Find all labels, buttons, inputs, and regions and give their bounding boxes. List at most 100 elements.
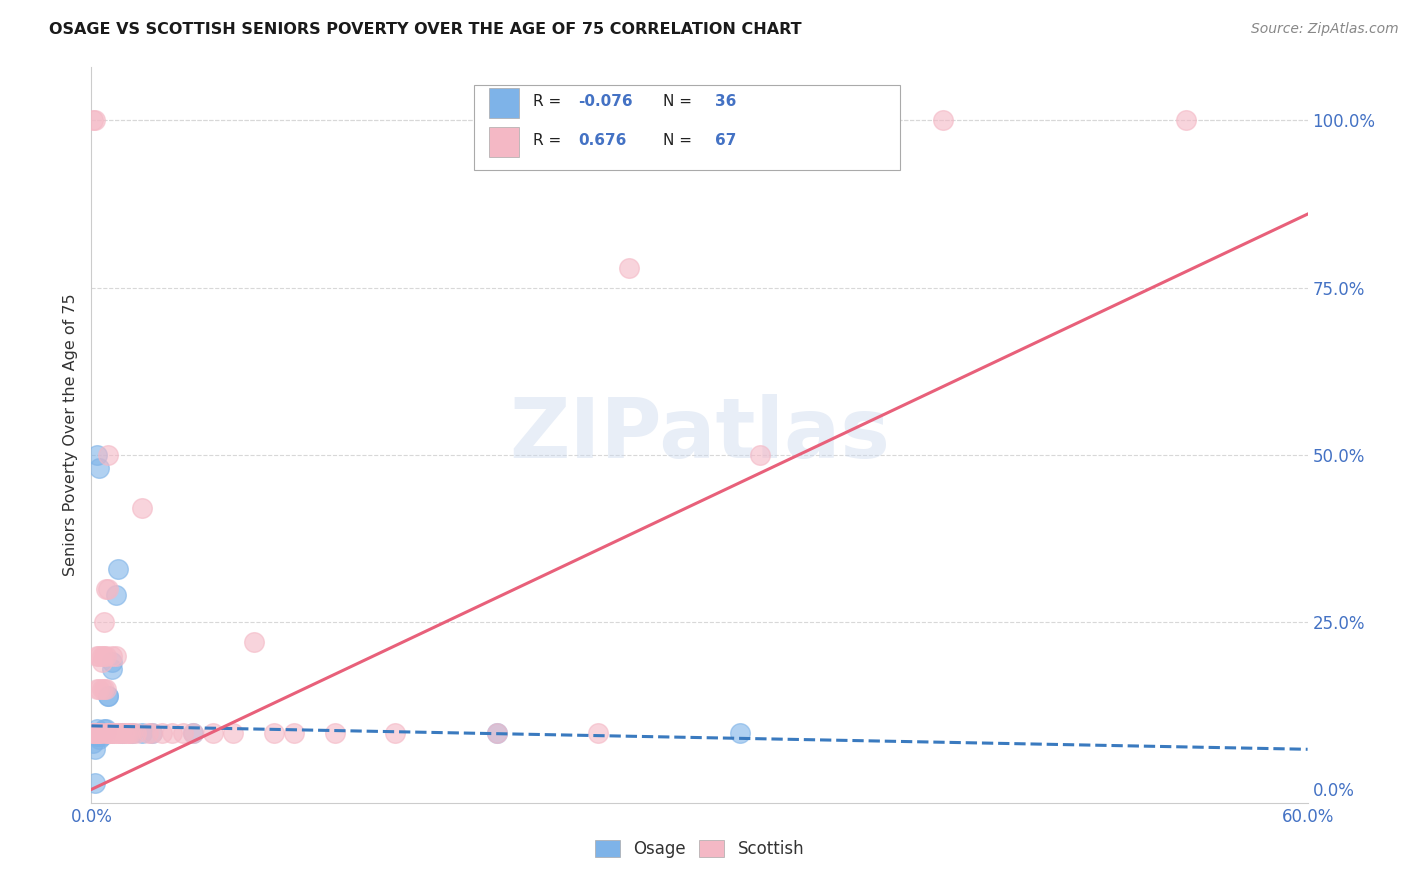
Point — [86, 648, 108, 663]
Text: Source: ZipAtlas.com: Source: ZipAtlas.com — [1251, 22, 1399, 37]
Point — [222, 725, 245, 739]
Point — [84, 725, 107, 739]
Point — [104, 725, 127, 739]
Point — [93, 681, 115, 696]
Point — [86, 681, 108, 696]
Point — [89, 681, 111, 696]
Text: 0.676: 0.676 — [578, 133, 626, 148]
Point — [86, 725, 108, 739]
Point — [90, 648, 112, 663]
Point — [107, 562, 129, 576]
Point — [90, 655, 112, 669]
Point — [82, 735, 104, 749]
Point — [131, 501, 153, 516]
Point — [86, 725, 108, 739]
Point — [125, 725, 148, 739]
Point — [82, 725, 104, 739]
Point — [93, 723, 115, 737]
Point — [181, 725, 204, 739]
Point — [94, 725, 117, 739]
Point — [89, 725, 111, 739]
Point — [98, 725, 121, 739]
Point — [90, 725, 112, 739]
Text: R =: R = — [533, 94, 567, 109]
Point — [121, 725, 143, 739]
Point — [111, 725, 134, 739]
Point — [90, 725, 112, 739]
Point — [94, 648, 117, 663]
Text: 67: 67 — [716, 133, 737, 148]
Point — [323, 725, 346, 739]
Point — [86, 723, 108, 737]
Point — [121, 725, 143, 739]
Point — [263, 725, 285, 739]
Point — [100, 655, 122, 669]
Point — [84, 113, 107, 128]
Point — [98, 725, 121, 739]
Point — [98, 725, 121, 739]
Point — [97, 689, 120, 703]
Point — [117, 725, 139, 739]
Point — [617, 260, 640, 275]
Point — [93, 648, 115, 663]
Point — [93, 725, 115, 739]
Point — [931, 113, 953, 128]
Point — [728, 725, 751, 739]
Point — [112, 725, 135, 739]
Point — [89, 729, 111, 743]
FancyBboxPatch shape — [489, 87, 519, 119]
Point — [1175, 113, 1198, 128]
Point — [172, 725, 194, 739]
Text: N =: N = — [664, 133, 697, 148]
Point — [136, 725, 159, 739]
Point — [86, 725, 108, 739]
Point — [84, 725, 107, 739]
Point — [82, 725, 104, 739]
Point — [84, 725, 107, 739]
Point — [97, 448, 120, 462]
Point — [104, 589, 127, 603]
Point — [93, 725, 115, 739]
Point — [86, 725, 108, 739]
FancyBboxPatch shape — [474, 86, 900, 170]
Point — [94, 681, 117, 696]
Point — [97, 689, 120, 703]
Point — [100, 648, 122, 663]
Point — [115, 725, 138, 739]
Point — [100, 725, 122, 739]
Point — [150, 725, 173, 739]
Text: R =: R = — [533, 133, 571, 148]
Point — [118, 725, 141, 739]
Point — [97, 582, 120, 596]
Text: N =: N = — [664, 94, 697, 109]
Point — [94, 723, 117, 737]
Point — [131, 725, 153, 739]
Point — [84, 776, 107, 790]
FancyBboxPatch shape — [489, 127, 519, 157]
Point — [86, 725, 108, 739]
Point — [103, 725, 125, 739]
Point — [86, 729, 108, 743]
Y-axis label: Seniors Poverty Over the Age of 75: Seniors Poverty Over the Age of 75 — [62, 293, 77, 576]
Point — [89, 732, 111, 747]
Point — [82, 725, 104, 739]
Point — [141, 725, 163, 739]
Point — [97, 725, 120, 739]
Point — [384, 725, 406, 739]
Point — [749, 448, 772, 462]
Point — [202, 725, 225, 739]
Point — [283, 725, 305, 739]
Text: 36: 36 — [716, 94, 737, 109]
Point — [111, 725, 134, 739]
Point — [97, 725, 120, 739]
Text: -0.076: -0.076 — [578, 94, 633, 109]
Point — [89, 725, 111, 739]
Point — [485, 725, 508, 739]
Legend: Osage, Scottish: Osage, Scottish — [588, 833, 811, 864]
Point — [162, 725, 184, 739]
Point — [93, 615, 115, 630]
Point — [104, 648, 127, 663]
Point — [242, 635, 264, 649]
Point — [84, 742, 107, 756]
Point — [86, 448, 108, 462]
